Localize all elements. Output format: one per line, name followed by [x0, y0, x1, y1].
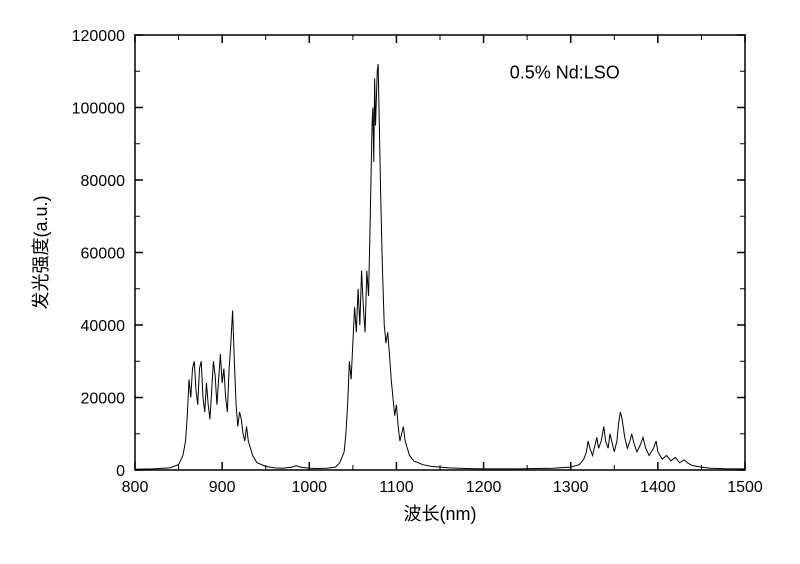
x-tick-label: 800	[122, 479, 149, 496]
y-tick-label: 120000	[72, 28, 125, 45]
x-axis-title: 波长(nm)	[404, 504, 477, 524]
x-tick-label: 1100	[379, 479, 414, 496]
x-tick-label: 1500	[727, 479, 763, 496]
chart-svg: 800 900 1000 1100 1200 1300 1400 1500 0 20000 4000…	[0, 0, 800, 564]
y-tick-label: 60000	[81, 246, 126, 263]
spectrum-chart: 800 900 1000 1100 1200 1300 1400 1500 0 20000 4000…	[0, 0, 800, 564]
y-tick-label: 20000	[81, 391, 126, 408]
x-tick-label: 1000	[291, 479, 327, 496]
y-axis-title: 发光强度(a.u.)	[31, 195, 51, 309]
y-tick-label: 100000	[72, 101, 125, 118]
y-tick-label: 80000	[81, 173, 126, 190]
sample-annotation: 0.5% Nd:LSO	[510, 63, 620, 83]
x-tick-label: 1400	[640, 479, 676, 496]
y-tick-label: 0	[116, 463, 125, 480]
y-tick-label: 40000	[81, 318, 126, 335]
x-tick-label: 900	[209, 479, 236, 496]
x-tick-label: 1300	[553, 479, 589, 496]
spectrum-line	[135, 64, 745, 469]
x-tick-label: 1200	[466, 479, 502, 496]
